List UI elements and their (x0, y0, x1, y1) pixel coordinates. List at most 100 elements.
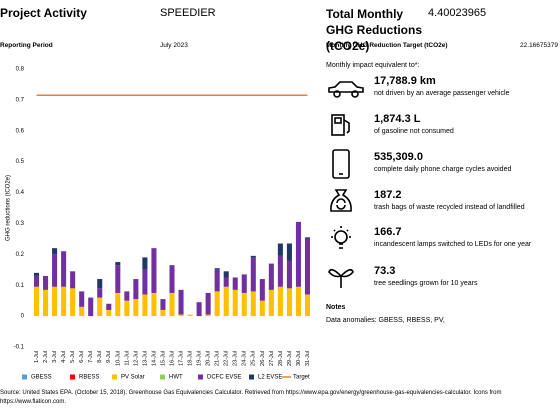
notes-text: Data anomalies: GBESS, RBESS, PV, (326, 317, 445, 324)
bar (106, 303, 112, 310)
x-tick-label: 9-Jul (106, 351, 112, 363)
bar (241, 292, 247, 317)
bar (304, 238, 311, 295)
y-tick-label: 0.4 (16, 190, 25, 196)
x-tick-label: 16-Jul (169, 351, 175, 366)
bar (223, 277, 229, 287)
bar (286, 243, 292, 261)
bar (187, 314, 193, 317)
bar (52, 254, 58, 287)
y-tick-label: 0.3 (16, 221, 25, 227)
y-tick-label: 0.6 (16, 128, 25, 134)
bar (142, 269, 148, 295)
x-tick-label: 18-Jul (188, 351, 194, 366)
bar (52, 248, 58, 255)
x-tick-label: 27-Jul (269, 351, 275, 366)
x-tick-label: 26-Jul (260, 351, 266, 366)
y-tick-label: 0.8 (16, 67, 25, 73)
bar (115, 262, 121, 266)
bag-icon (330, 189, 352, 212)
bar (142, 257, 148, 270)
impact-intro: Monthly impact equivalent to*: (326, 62, 420, 69)
bar (259, 300, 265, 317)
bar (142, 294, 148, 317)
bar (160, 299, 166, 310)
bar (43, 275, 49, 290)
fuel-icon (331, 114, 350, 136)
bar (250, 255, 256, 258)
bar (151, 292, 157, 317)
impact-description: of gasoline not consumed (374, 128, 454, 135)
legend-label: Target (293, 375, 310, 381)
bar (196, 302, 202, 317)
bar (250, 291, 256, 317)
x-tick-label: 14-Jul (151, 351, 157, 366)
bar (205, 314, 211, 317)
y-axis-label: GHG reductions (tCO2e) (6, 175, 12, 241)
x-tick-label: 12-Jul (133, 351, 139, 366)
target-label: Monthly GHG Reduction Target (tCO2e) (326, 42, 448, 49)
x-tick-label: 1-Jul (34, 351, 40, 363)
bar (33, 272, 40, 276)
x-tick-label: 6-Jul (79, 351, 85, 363)
bar (97, 288, 103, 298)
impact-value: 73.3 (374, 265, 396, 277)
bulb-icon (331, 226, 351, 249)
impact-value: 17,788.9 km (374, 75, 436, 87)
x-tick-label: 3-Jul (52, 351, 58, 363)
legend-marker (70, 374, 75, 380)
legend-label: RBESS (79, 375, 99, 381)
x-tick-label: 8-Jul (97, 351, 103, 363)
bar (61, 251, 67, 287)
bar (232, 277, 238, 290)
phone-icon (332, 149, 350, 179)
bar (115, 265, 121, 293)
y-tick-label: 0.5 (16, 159, 25, 165)
bar (43, 289, 49, 317)
bar (205, 292, 211, 315)
x-tick-label: 24-Jul (242, 351, 248, 366)
target-value: 22.16675379 (520, 42, 558, 49)
bar (79, 291, 85, 307)
x-tick-label: 13-Jul (142, 351, 148, 366)
impact-description: trash bags of waste recycled instead of … (374, 204, 525, 211)
notes-title: Notes (326, 304, 346, 311)
bar (268, 263, 274, 290)
x-tick-label: 22-Jul (224, 351, 230, 366)
legend-label: HWT (169, 375, 183, 381)
bar (70, 271, 76, 289)
bar (214, 268, 220, 270)
impact-value: 1,874.3 L (374, 113, 421, 125)
bar (33, 286, 40, 317)
bar (304, 294, 311, 317)
y-tick-label: 0.7 (16, 97, 25, 103)
period-label: Reporting Period (0, 42, 53, 49)
page-title: Project Activity (0, 6, 87, 20)
bar (277, 255, 283, 287)
bar (178, 314, 184, 317)
legend-marker (198, 374, 203, 380)
bar (133, 279, 139, 300)
period: July 2023 (160, 42, 188, 49)
bar (277, 243, 283, 256)
bar (286, 260, 292, 289)
x-tick-label: 5-Jul (70, 351, 76, 363)
x-tick-label: 4-Jul (61, 351, 67, 363)
bar (61, 286, 67, 317)
bar (88, 297, 94, 317)
x-tick-label: 20-Jul (206, 351, 212, 366)
bar (97, 279, 103, 289)
plant-icon (328, 268, 354, 288)
bar (33, 275, 40, 287)
bar (295, 221, 301, 287)
bar (241, 274, 247, 293)
y-tick-label: -0.1 (14, 345, 25, 351)
bar (277, 286, 283, 317)
bar (304, 237, 311, 239)
impact-description: incandescent lamps switched to LEDs for … (374, 241, 532, 248)
x-tick-label: 21-Jul (215, 351, 221, 366)
bar (106, 309, 112, 317)
impact-value: 166.7 (374, 226, 402, 238)
bar (232, 289, 238, 317)
